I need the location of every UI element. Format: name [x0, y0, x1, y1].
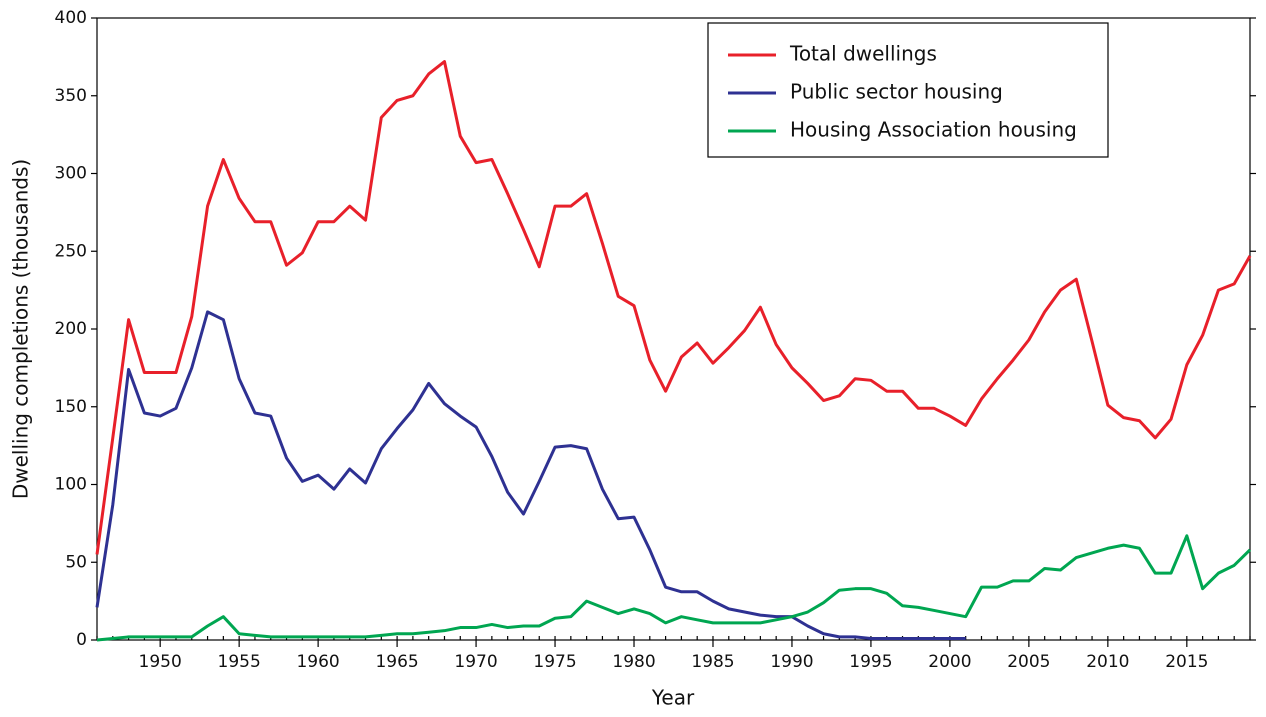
y-tick-label: 50 [65, 552, 87, 572]
x-tick-label: 2010 [1086, 652, 1129, 672]
x-tick-label: 2015 [1165, 652, 1208, 672]
x-axis-label: Year [651, 686, 695, 710]
x-tick-label: 1990 [770, 652, 813, 672]
x-tick-label: 1995 [849, 652, 892, 672]
x-tick-label: 1955 [218, 652, 261, 672]
legend-label: Housing Association housing [790, 118, 1077, 142]
series-line [95, 310, 966, 640]
y-tick-label: 100 [55, 475, 87, 495]
y-axis-label: Dwelling completions (thousands) [9, 159, 33, 499]
y-tick-label: 400 [55, 8, 87, 28]
x-tick-label: 1965 [375, 652, 418, 672]
series-line [95, 60, 1252, 555]
y-tick-label: 350 [55, 86, 87, 106]
x-tick-label: 1950 [139, 652, 182, 672]
legend-box [707, 22, 1109, 158]
x-tick-label: 2000 [928, 652, 971, 672]
y-tick-label: 0 [76, 630, 87, 650]
x-tick-label: 1960 [296, 652, 339, 672]
x-tick-label: 1985 [691, 652, 734, 672]
y-tick-label: 300 [55, 164, 87, 184]
x-tick-label: 1980 [612, 652, 655, 672]
x-tick-label: 2005 [1007, 652, 1050, 672]
series-line [96, 534, 1252, 642]
x-tick-label: 1975 [533, 652, 576, 672]
x-tick-label: 1970 [454, 652, 497, 672]
legend-label: Public sector housing [790, 80, 1003, 104]
y-tick-label: 250 [55, 241, 87, 261]
y-tick-label: 150 [55, 397, 87, 417]
legend-label: Total dwellings [789, 42, 937, 66]
y-tick-label: 200 [55, 319, 87, 339]
